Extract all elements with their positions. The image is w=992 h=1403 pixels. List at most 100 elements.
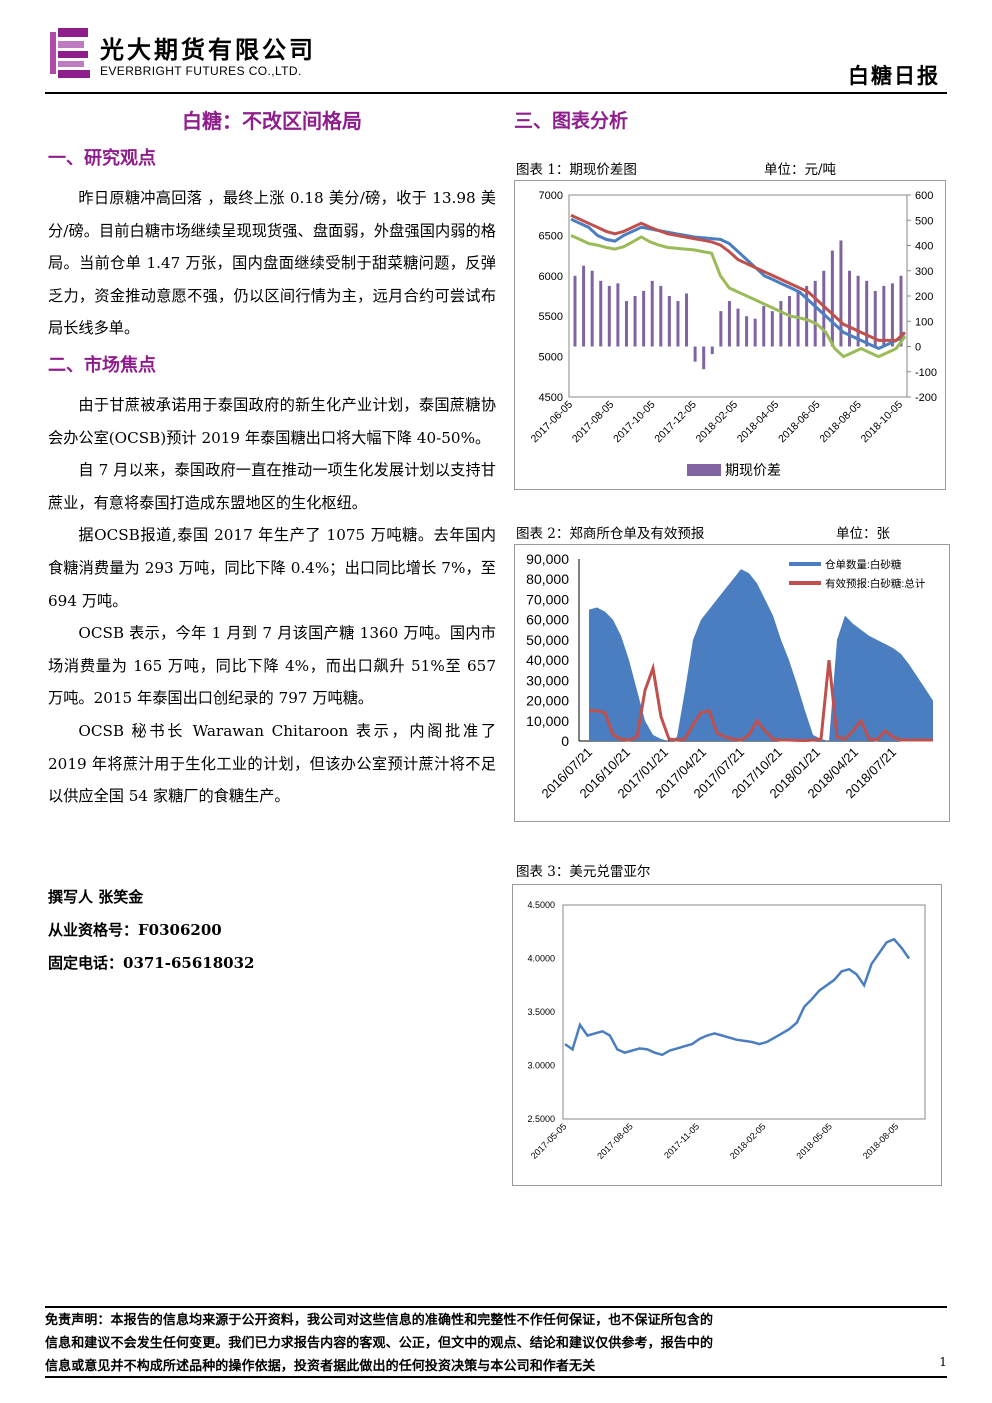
legend-label: 期现价差 — [725, 462, 781, 478]
usd-brl-line — [564, 937, 911, 1057]
spread-bar — [642, 290, 646, 347]
disclaimer-line-2: 信息和建议不会发生任何变更。我们已力求报告内容的客观、公正，但文中的观点、结论和… — [45, 1336, 714, 1351]
y-tick-label: 40,000 — [526, 652, 569, 668]
spread-bar — [736, 308, 740, 347]
y-left-tick-label: 5000 — [539, 352, 563, 364]
spread-bar — [616, 283, 620, 347]
y-tick-label: 60,000 — [526, 612, 569, 628]
spread-bar — [813, 280, 817, 347]
spread-bar — [822, 270, 826, 347]
warehouse-receipt-chart-svg: 90,000 80,000 70,000 60,000 50,000 40,000 30,0… — [526, 551, 933, 801]
company-logo — [50, 28, 90, 78]
x-tick-label: 2017-08-05 — [595, 1121, 635, 1161]
section-heading-views: 一、研究观点 — [48, 148, 156, 169]
focus-paragraph-4: OCSB 表示，今年 1 月到 7 月该国产糖 1360 万吨。国内市场消费量为… — [48, 624, 496, 708]
spread-bar — [573, 275, 577, 347]
y-left-tick-label: 6000 — [539, 271, 563, 283]
disclaimer: 免责声明：本报告的信息均来源于公开资料，我公司对这些信息的准确性和完整性不作任何… — [45, 1306, 947, 1378]
spread-bar — [839, 240, 843, 347]
price-line — [570, 213, 907, 342]
spread-bar — [633, 296, 637, 347]
y-left-tick-label: 7000 — [539, 190, 563, 202]
y-right-tick-label: -200 — [915, 392, 937, 404]
spread-bar — [676, 301, 680, 347]
spread-bar — [770, 311, 774, 347]
y-tick-label: 20,000 — [526, 693, 569, 709]
figure3-caption: 图表 3：美元兑雷亚尔 — [516, 864, 651, 880]
company-name-cn: 光大期货有限公司 — [100, 35, 316, 64]
legend-label-forecast: 有效预报:白砂糖:总计 — [825, 577, 926, 590]
spread-bar — [659, 285, 663, 347]
figure1-chart: 7000 6500 6000 5500 5000 4500 600 500 400 300 200 1… — [514, 180, 946, 490]
focus-paragraph-3: 据OCSB报道,泰国 2017 年生产了 1075 万吨糖。去年国内食糖消费量为… — [48, 526, 496, 610]
section-heading-focus: 二、市场焦点 — [48, 354, 156, 376]
x-tick-label: 2017-12-05 — [652, 399, 699, 446]
disclaimer-line-1: 免责声明：本报告的信息均来源于公开资料，我公司对这些信息的准确性和完整性不作任何… — [45, 1313, 714, 1328]
y-tick-label: 70,000 — [526, 591, 569, 607]
figure1-caption: 图表 1：期现价差图 — [516, 162, 637, 178]
spread-bar — [650, 280, 654, 347]
y-left-tick-label: 5500 — [539, 311, 563, 323]
spread-bar — [685, 293, 689, 347]
spread-bar — [693, 346, 697, 362]
spread-bar — [710, 346, 714, 355]
y-tick-label: 2.5000 — [527, 1114, 555, 1124]
spread-bar — [753, 318, 757, 347]
figure1-unit: 单位：元/吨 — [764, 162, 837, 178]
y-left-tick-label: 4500 — [539, 392, 563, 404]
x-tick-label: 2017-10-05 — [611, 399, 658, 446]
plot-area — [568, 194, 908, 398]
spread-bar — [607, 285, 611, 347]
y-right-tick-label: 0 — [915, 342, 921, 354]
x-tick-label: 2017-11-05 — [662, 1121, 701, 1160]
company-name-en: EVERBRIGHT FUTURES CO.,LTD. — [100, 64, 302, 78]
plot-area — [562, 904, 926, 1120]
x-tick-label: 2018-02-05 — [694, 399, 741, 446]
spread-bar — [882, 285, 886, 347]
price-line — [570, 217, 906, 351]
spread-bar — [890, 283, 894, 347]
spread-bar — [590, 270, 594, 347]
x-tick-label: 2017-05-05 — [529, 1121, 569, 1161]
y-right-tick-label: -100 — [915, 367, 937, 379]
usd-brl-chart-svg: 4.5000 4.0000 3.5000 3.0000 2.50002017-05-05… — [527, 900, 926, 1161]
figure2-chart: 90,000 80,000 70,000 60,000 50,000 40,000 30,0… — [514, 544, 950, 822]
x-tick-label: 2018-02-05 — [728, 1121, 768, 1161]
y-right-tick-label: 100 — [915, 316, 933, 328]
spread-bar — [848, 270, 852, 347]
x-tick-label: 2018-06-05 — [776, 399, 823, 446]
y-tick-label: 4.0000 — [527, 954, 555, 964]
disclaimer-line-3: 信息或意见并不构成所述品种的操作依据，投资者据此做出的任何投资决策与本公司和作者… — [45, 1359, 596, 1374]
spread-bar — [873, 290, 877, 347]
focus-paragraph-5: OCSB 秘书长 Warawan Chitaroon 表示，内阁批准了 2019… — [48, 721, 496, 806]
spread-bar — [787, 296, 791, 347]
figure2-caption: 图表 2：郑商所仓单及有效预报 — [516, 526, 705, 542]
y-tick-label: 80,000 — [526, 571, 569, 587]
x-tick-label: 2018-10-05 — [859, 399, 906, 446]
y-left-tick-label: 6500 — [539, 230, 563, 242]
y-tick-label: 90,000 — [526, 551, 569, 567]
spread-bar — [624, 301, 628, 347]
forecast-line — [589, 659, 933, 743]
y-tick-label: 3.0000 — [527, 1061, 555, 1071]
spread-bar — [779, 301, 783, 347]
views-paragraph: 昨日原糖冲高回落 ，最终上涨 0.18 美分/磅，收于 13.98 美分/磅。目… — [48, 189, 496, 338]
article-title: 白糖：不改区间格局 — [182, 109, 362, 133]
x-tick-label: 2018-08-05 — [861, 1121, 901, 1161]
basis-chart-svg: 7000 6500 6000 5500 5000 4500 600 500 400 300 200 1… — [529, 190, 937, 478]
y-tick-label: 3.5000 — [527, 1007, 555, 1017]
focus-paragraph-2: 自 7 月以来，泰国政府一直在推动一项生化发展计划以支持甘蔗业，有意将泰国打造成… — [48, 461, 496, 512]
y-tick-label: 0 — [561, 733, 569, 749]
x-tick-label: 2017-06-05 — [529, 399, 576, 446]
spread-bar — [830, 250, 834, 347]
spread-bar — [865, 280, 869, 347]
receipt-area — [589, 569, 933, 741]
y-right-tick-label: 400 — [915, 241, 933, 253]
legend-label-receipt: 仓单数量:白砂糖 — [825, 558, 902, 571]
spread-bar — [667, 296, 671, 347]
x-tick-label: 2018-08-05 — [817, 399, 864, 446]
report-type: 白糖日报 — [848, 63, 940, 88]
y-tick-label: 4.5000 — [527, 900, 555, 910]
x-tick-label: 2018-04-05 — [735, 399, 782, 446]
spread-bar — [762, 306, 766, 347]
